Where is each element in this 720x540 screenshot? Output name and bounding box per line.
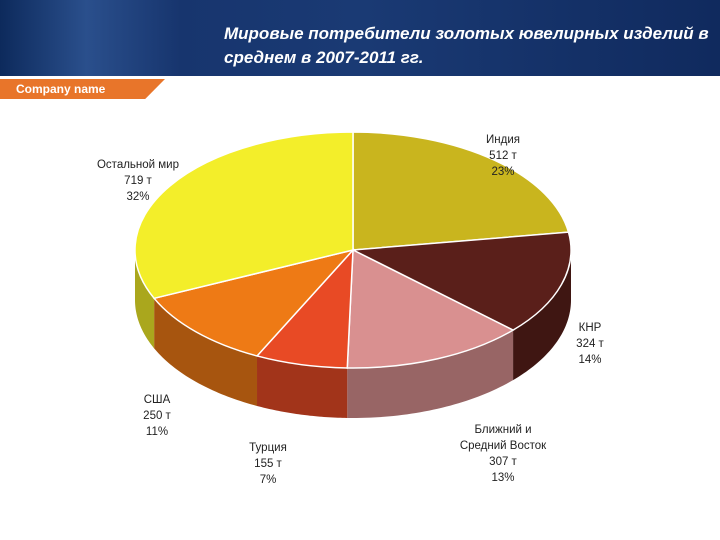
company-name: Company name (0, 79, 165, 99)
pie-slice (134, 131, 354, 300)
share-label: 13% (491, 472, 515, 484)
data-label: США 250 т 11% (102, 392, 212, 440)
slice-side (347, 330, 514, 418)
data-label: Ближний и Средний Восток 307 т 13% (448, 422, 558, 486)
slice-side (257, 355, 348, 418)
share-label: 23% (491, 166, 515, 178)
slice-side (513, 250, 571, 381)
category-label: США (143, 394, 171, 406)
header-band (0, 0, 720, 76)
data-label: Остальной мир 719 т 32% (83, 157, 193, 205)
pie-slice (346, 248, 515, 369)
value-label: 324 т (576, 338, 604, 350)
chart-title: Мировые потребители золотых ювелирных из… (224, 24, 709, 67)
share-label: 7% (259, 474, 277, 486)
data-label: Турция 155 т 7% (213, 440, 323, 488)
category-label: Турция (249, 442, 287, 454)
category-label: КНР (578, 322, 602, 334)
pie-slice (352, 131, 570, 251)
data-label: Индия 512 т 23% (448, 132, 558, 180)
category-label: Индия (486, 134, 520, 146)
share-label: 32% (126, 191, 150, 203)
data-label: КНР 324 т 14% (535, 320, 645, 368)
slice-side (154, 298, 258, 406)
value-label: 719 т (124, 175, 152, 187)
value-label: 307 т (489, 456, 517, 468)
pie-slice (350, 231, 572, 331)
share-label: 11% (145, 426, 169, 438)
value-label: 250 т (143, 410, 171, 422)
pie-slice (152, 248, 356, 357)
value-label: 155 т (254, 458, 282, 470)
category-label: Остальной мир (96, 159, 180, 171)
share-label: 14% (578, 354, 602, 366)
category-label: Ближний и Средний Восток (459, 424, 547, 452)
value-label: 512 т (489, 150, 517, 162)
